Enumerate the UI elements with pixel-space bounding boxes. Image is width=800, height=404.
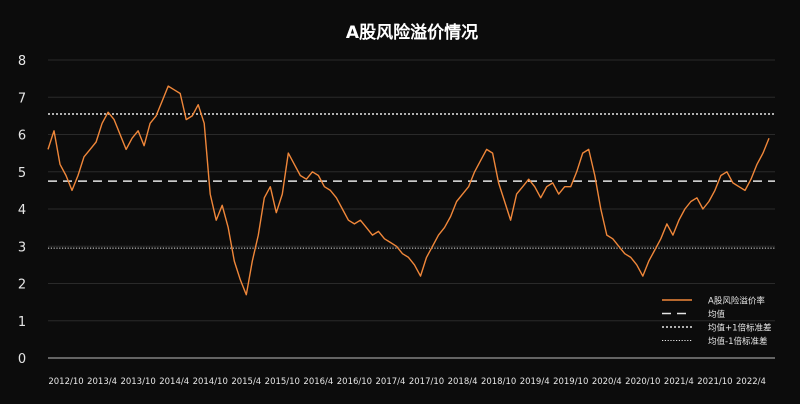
legend-label-1: 均值 — [708, 309, 726, 320]
x-tick-label: 2014/4 — [159, 377, 189, 387]
y-tick-label: 2 — [18, 278, 26, 293]
x-tick-label: 2020/4 — [592, 377, 622, 387]
x-tick-label: 2022/4 — [736, 377, 766, 387]
series-layer — [47, 85, 770, 296]
legend-label-2: 均值+1倍标准差 — [708, 323, 772, 334]
reference-lines — [48, 113, 775, 249]
x-tick-label: 2020/10 — [625, 377, 660, 387]
x-tick-label: 2019/10 — [553, 377, 588, 387]
x-tick-label: 2018/10 — [481, 377, 516, 387]
x-tick-label: 2021/4 — [664, 377, 694, 387]
x-tick-label: 2021/10 — [697, 377, 732, 387]
legend-label-0: A股风险溢价率 — [708, 296, 765, 307]
y-tick-label: 0 — [18, 352, 26, 367]
x-tick-label: 2017/10 — [409, 377, 444, 387]
y-tick-label: 3 — [18, 240, 26, 255]
series-line-0 — [47, 85, 770, 296]
x-tick-label: 2015/10 — [265, 377, 300, 387]
y-axis-ticks: 0 1 2 3 4 5 6 7 8 — [18, 54, 26, 367]
y-tick-label: 4 — [18, 203, 26, 218]
x-tick-label: 2016/4 — [303, 377, 333, 387]
y-tick-label: 6 — [18, 129, 26, 144]
x-tick-label: 2019/4 — [520, 377, 550, 387]
x-tick-label: 2013/10 — [120, 377, 155, 387]
chart-title: A股风险溢价情况 — [346, 22, 478, 43]
x-tick-label: 2017/4 — [376, 377, 406, 387]
legend-label-3: 均值-1倍标准差 — [708, 336, 767, 347]
y-tick-label: 1 — [18, 315, 26, 330]
x-tick-label: 2015/4 — [231, 377, 261, 387]
x-tick-label: 2018/4 — [448, 377, 478, 387]
y-tick-label: 5 — [18, 166, 26, 181]
x-axis-ticks: 2012/10 2013/4 2013/10 2014/4 2014/10 2015/4 2… — [48, 377, 766, 387]
x-tick-label: 2012/10 — [48, 377, 83, 387]
x-tick-label: 2016/10 — [337, 377, 372, 387]
x-tick-label: 2013/4 — [87, 377, 117, 387]
grid-lines — [48, 59, 775, 322]
y-tick-label: 7 — [18, 91, 26, 106]
y-tick-label: 8 — [18, 54, 26, 69]
x-tick-label: 2014/10 — [193, 377, 228, 387]
